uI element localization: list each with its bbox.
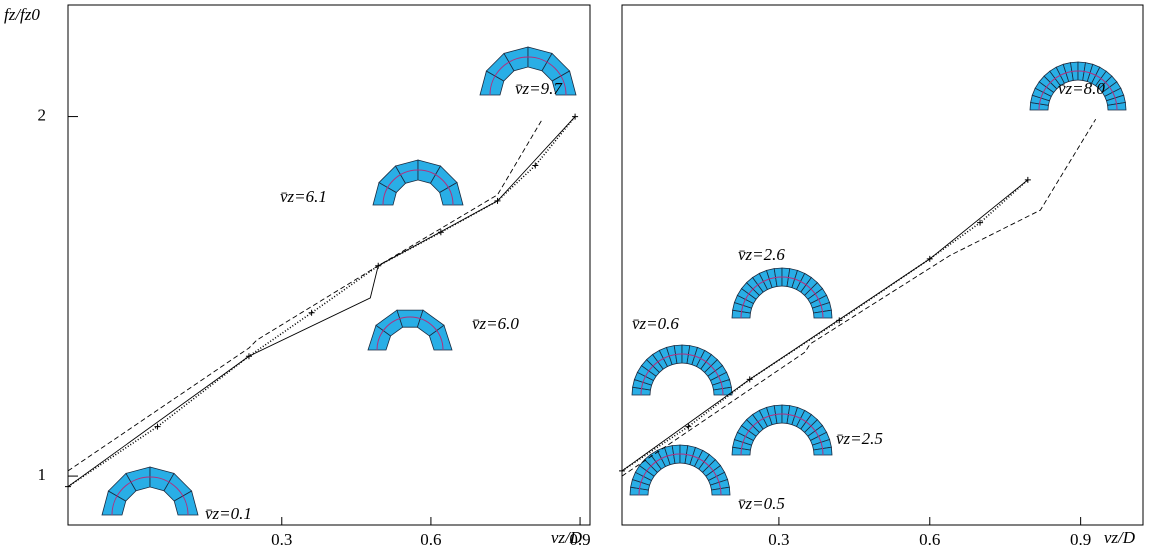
icon-centerline xyxy=(489,56,567,96)
mode-shape-icon xyxy=(367,309,453,351)
icon-centerline xyxy=(382,169,454,206)
x-axis-label: vz/D xyxy=(551,528,583,547)
series-line xyxy=(621,179,1029,472)
x-tick-label: 0.6 xyxy=(420,530,441,549)
plot-frame xyxy=(621,4,1144,526)
mode-shape-icon xyxy=(629,444,731,496)
cross-marker xyxy=(532,162,539,169)
cross-marker xyxy=(1024,176,1031,183)
mode-shape-icon xyxy=(1029,61,1127,111)
icon-centerline xyxy=(638,453,722,496)
mode-shape-icon xyxy=(631,344,733,396)
cross-marker xyxy=(572,113,579,120)
annotation: v̄z=2.5 xyxy=(836,429,883,448)
annotation: v̄z=6.1 xyxy=(280,187,327,206)
annotation: v̄z=8.0 xyxy=(1058,79,1105,98)
mode-shape-icon xyxy=(479,46,577,96)
annotation: v̄z=2.6 xyxy=(738,245,785,264)
icon-centerline xyxy=(740,276,824,319)
icon-centerline xyxy=(376,316,444,351)
x-tick-label: 0.9 xyxy=(1070,530,1091,549)
y-tick-label: 1 xyxy=(38,465,47,484)
cross-marker xyxy=(977,219,984,226)
annotation: v̄z=0.1 xyxy=(205,504,252,523)
icon-centerline xyxy=(111,476,189,516)
x-tick-label: 0.9 xyxy=(569,530,590,549)
y-axis-label: fz/fz0 xyxy=(4,5,40,24)
annotation: v̄z=9.7 xyxy=(515,79,563,98)
mode-shape-icon xyxy=(731,267,833,319)
plot-frame xyxy=(67,4,591,526)
series-line xyxy=(67,118,543,472)
series-line xyxy=(621,118,1097,477)
x-tick-label: 0.6 xyxy=(919,530,940,549)
series-line xyxy=(67,116,576,487)
icon-centerline xyxy=(1038,70,1118,111)
cross-marker xyxy=(308,309,315,316)
series-line xyxy=(67,116,576,488)
cross-marker xyxy=(685,423,692,430)
cross-marker xyxy=(154,423,161,430)
icon-centerline xyxy=(740,413,824,456)
x-tick-label: 0.3 xyxy=(768,530,789,549)
annotation: v̄z=0.6 xyxy=(632,314,679,333)
mode-shape-icon xyxy=(101,466,199,516)
x-axis-label: vz/D xyxy=(1104,528,1136,547)
mode-shape-icon xyxy=(731,404,833,456)
mode-shape-icon xyxy=(372,159,464,206)
x-tick-label: 0.3 xyxy=(271,530,292,549)
annotation: v̄z=6.0 xyxy=(472,314,519,333)
annotation: v̄z=0.5 xyxy=(738,494,785,513)
cross-marker xyxy=(619,467,625,474)
icon-centerline xyxy=(640,353,724,396)
y-tick-label: 2 xyxy=(38,105,47,124)
